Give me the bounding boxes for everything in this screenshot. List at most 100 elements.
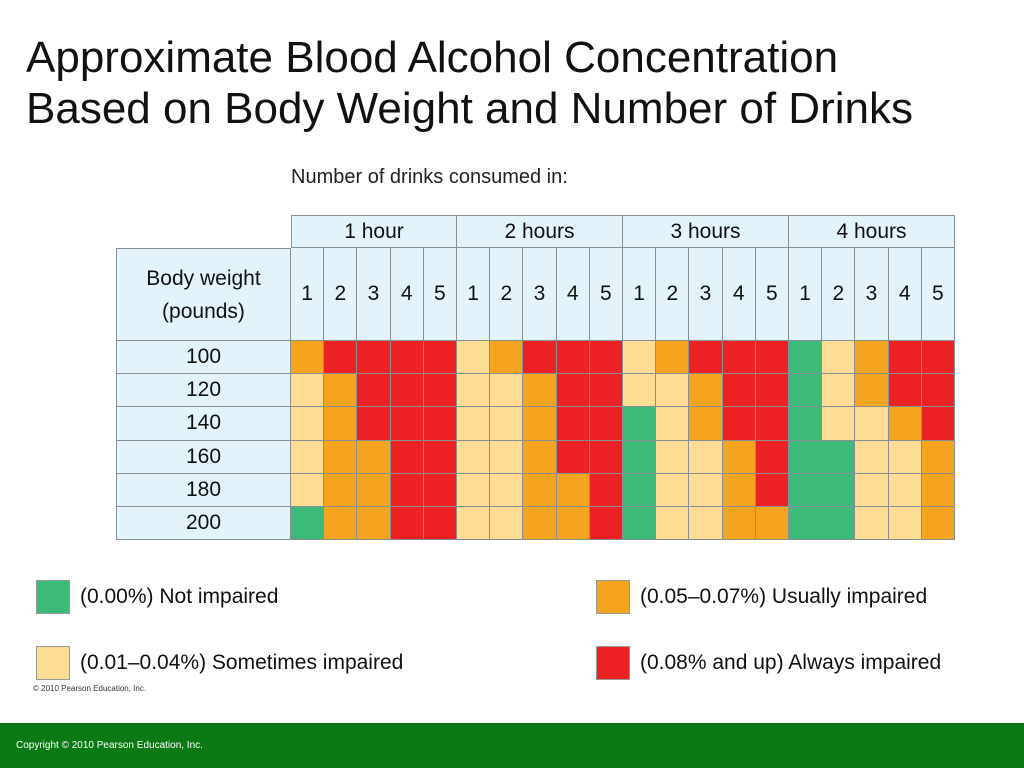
weight-label: 140 (116, 407, 291, 441)
bac-cell-orange (722, 507, 756, 541)
legend-swatch-orange (596, 580, 630, 614)
footer-bar: Copyright © 2010 Pearson Education, Inc. (0, 723, 1024, 768)
drink-count-header: 4 (722, 248, 756, 341)
bac-cell-red (589, 341, 623, 375)
drink-count-header: 5 (423, 248, 457, 341)
weight-label: 120 (116, 374, 291, 408)
bac-cell-orange (556, 473, 590, 507)
bac-cell-red (423, 341, 457, 375)
bac-cell-orange (357, 473, 391, 507)
weight-label: 180 (116, 473, 291, 507)
body-weight-label: Body weight (146, 266, 261, 290)
bac-cell-red (589, 507, 623, 541)
bac-cell-red (755, 407, 789, 441)
bac-cell-red (755, 374, 789, 408)
bac-cell-green (822, 440, 856, 474)
drink-count-header: 5 (755, 248, 789, 341)
title-line-1: Approximate Blood Alcohol Concentration (26, 33, 839, 82)
bac-cell-light (490, 507, 524, 541)
bac-cell-red (589, 473, 623, 507)
title-line-2: Based on Body Weight and Number of Drink… (26, 84, 913, 133)
drink-count-header: 1 (789, 248, 823, 341)
drink-count-header: 1 (457, 248, 491, 341)
bac-cell-light (855, 473, 889, 507)
bac-cell-green (623, 440, 657, 474)
bac-cell-light (656, 374, 690, 408)
image-copyright: © 2010 Pearson Education, Inc. (33, 684, 147, 693)
table-caption: Number of drinks consumed in: (291, 166, 568, 188)
bac-cell-red (921, 341, 955, 375)
bac-cell-orange (291, 341, 325, 375)
bac-cell-orange (656, 341, 690, 375)
bac-cell-orange (722, 473, 756, 507)
legend-label-green: (0.00%) Not impaired (80, 585, 279, 608)
bac-cell-green (822, 473, 856, 507)
time-group-header: 2 hours (457, 215, 623, 248)
bac-cell-red (423, 407, 457, 441)
bac-cell-orange (324, 507, 358, 541)
bac-cell-orange (855, 374, 889, 408)
bac-cell-light (656, 507, 690, 541)
bac-cell-red (390, 473, 424, 507)
bac-cell-red (523, 341, 557, 375)
bac-cell-light (457, 374, 491, 408)
weight-label: 160 (116, 440, 291, 474)
bac-cell-green (789, 507, 823, 541)
bac-cell-orange (324, 440, 358, 474)
bac-cell-red (888, 341, 922, 375)
bac-cell-light (855, 507, 889, 541)
slide-title: Approximate Blood Alcohol Concentration … (26, 32, 1016, 134)
bac-cell-light (291, 374, 325, 408)
legend-label-light: (0.01–0.04%) Sometimes impaired (80, 651, 404, 674)
drink-count-header: 3 (689, 248, 723, 341)
bac-cell-light (888, 507, 922, 541)
bac-cell-light (822, 407, 856, 441)
bac-cell-orange (855, 341, 889, 375)
bac-cell-green (789, 440, 823, 474)
bac-cell-red (722, 341, 756, 375)
bac-cell-orange (722, 440, 756, 474)
bac-cell-light (689, 473, 723, 507)
bac-cell-orange (755, 507, 789, 541)
bac-cell-light (822, 341, 856, 375)
bac-cell-orange (523, 374, 557, 408)
bac-cell-red (357, 341, 391, 375)
bac-cell-red (556, 440, 590, 474)
drink-count-header: 1 (291, 248, 325, 341)
bac-cell-red (755, 440, 789, 474)
bac-cell-red (589, 407, 623, 441)
bac-cell-light (656, 407, 690, 441)
bac-cell-light (490, 374, 524, 408)
body-weight-unit: (pounds) (162, 299, 245, 323)
bac-cell-light (689, 507, 723, 541)
legend-label-orange: (0.05–0.07%) Usually impaired (640, 585, 928, 608)
bac-cell-orange (523, 407, 557, 441)
bac-cell-light (490, 407, 524, 441)
bac-cell-red (589, 374, 623, 408)
bac-cell-red (423, 507, 457, 541)
bac-cell-orange (921, 507, 955, 541)
bac-cell-red (390, 407, 424, 441)
bac-cell-light (855, 407, 889, 441)
time-group-header: 1 hour (291, 215, 457, 248)
bac-cell-orange (324, 407, 358, 441)
bac-cell-light (291, 407, 325, 441)
drink-count-header: 5 (589, 248, 623, 341)
bac-cell-orange (324, 374, 358, 408)
bac-cell-red (921, 407, 955, 441)
bac-cell-orange (921, 440, 955, 474)
drink-count-header: 4 (390, 248, 424, 341)
bac-cell-orange (921, 473, 955, 507)
footer-copyright: Copyright © 2010 Pearson Education, Inc. (16, 740, 203, 751)
bac-cell-light (457, 407, 491, 441)
drink-count-header: 3 (855, 248, 889, 341)
bac-cell-red (390, 374, 424, 408)
bac-cell-red (556, 341, 590, 375)
legend-swatch-red (596, 646, 630, 680)
bac-cell-red (921, 374, 955, 408)
bac-cell-red (357, 407, 391, 441)
bac-cell-red (755, 341, 789, 375)
bac-cell-orange (523, 473, 557, 507)
bac-cell-green (623, 473, 657, 507)
bac-cell-orange (888, 407, 922, 441)
